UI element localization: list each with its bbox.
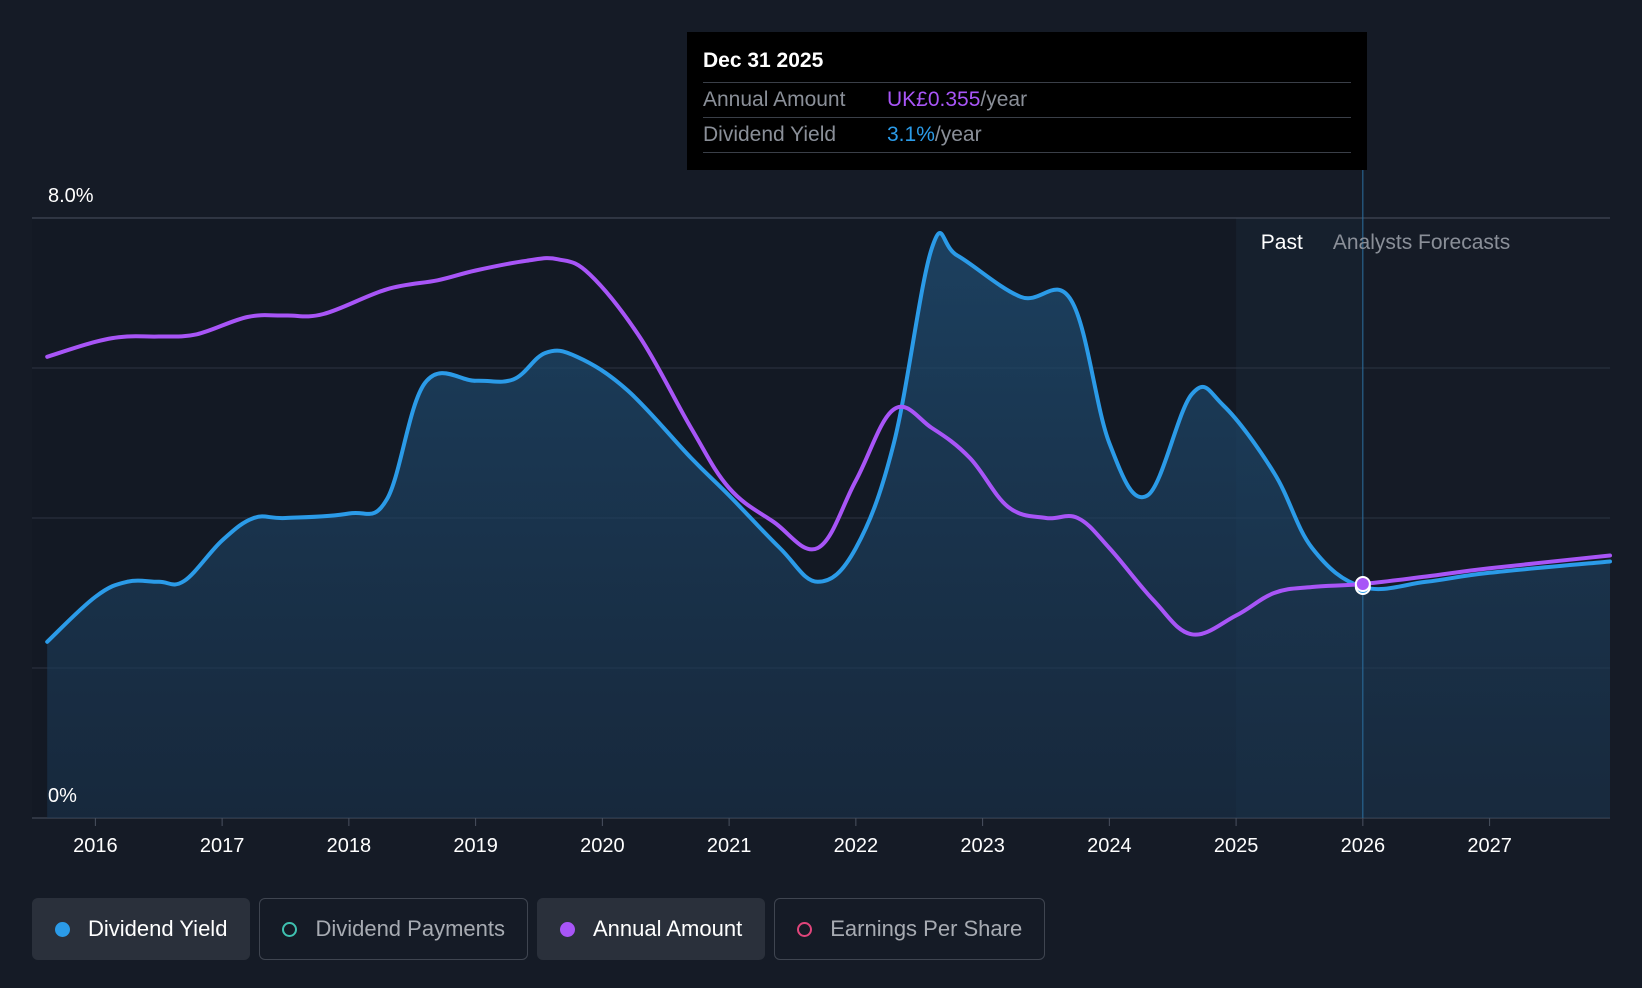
tooltip-value: 3.1% [887,123,935,146]
dividend-yield-line [45,231,1612,644]
tooltip-row-annual-amount: Annual Amount UK£0.355/year [703,83,1351,118]
past-region-label: Past [1261,231,1303,254]
dividend-yield-area [47,233,1611,818]
x-tick-label: 2022 [834,835,879,857]
legend-dot-icon [282,921,298,937]
tooltip-unit: /year [934,123,982,146]
tooltip-label: Dividend Yield [703,123,837,146]
x-tick-label: 2023 [960,835,1005,857]
chart-tooltip: Dec 31 2025 Annual Amount UK£0.355/year … [687,32,1367,170]
legend-dot-icon [559,921,575,937]
y-axis-bottom-label: 0% [48,785,77,807]
legend-label: Annual Amount [592,916,743,941]
legend-dividend-yield-button[interactable]: Dividend Yield [32,898,251,960]
x-tick-label: 2025 [1214,835,1259,857]
x-tick-label: 2024 [1087,835,1132,857]
legend-annual-amount-button[interactable]: Annual Amount [536,898,766,960]
x-tick-label: 2020 [580,835,625,857]
legend-dot-icon [55,921,70,937]
legend-dot-icon [797,921,813,937]
legend-dividend-payments-button[interactable]: Dividend Payments [259,898,528,960]
legend-label: Earnings Per Share [830,916,1023,941]
x-tick-label: 2016 [73,835,118,857]
legend-label: Dividend Payments [315,916,505,941]
x-tick-label: 2027 [1467,835,1512,857]
x-tick-label: 2017 [200,835,245,857]
x-tick-label: 2026 [1341,835,1386,857]
y-axis-top-label: 8.0% [48,185,94,207]
forecast-region-label: Analysts Forecasts [1333,231,1510,254]
x-tick-label: 2018 [327,835,372,857]
tooltip-date: Dec 31 2025 [703,46,1351,83]
tooltip-row-dividend-yield: Dividend Yield 3.1%/year [703,118,1351,153]
chart-legend: Dividend Yield Dividend Payments Annual … [32,898,1054,960]
tooltip-label: Annual Amount [703,88,846,111]
tooltip-value: UK£0.355 [887,88,981,111]
x-tick-label: 2019 [453,835,498,857]
annual-amount-line [45,256,1612,637]
tooltip-unit: /year [980,88,1028,111]
legend-label: Dividend Yield [88,916,228,941]
annual-amount-marker [1354,576,1371,592]
legend-earnings-per-share-button[interactable]: Earnings Per Share [774,898,1046,960]
x-tick-label: 2021 [707,835,752,857]
